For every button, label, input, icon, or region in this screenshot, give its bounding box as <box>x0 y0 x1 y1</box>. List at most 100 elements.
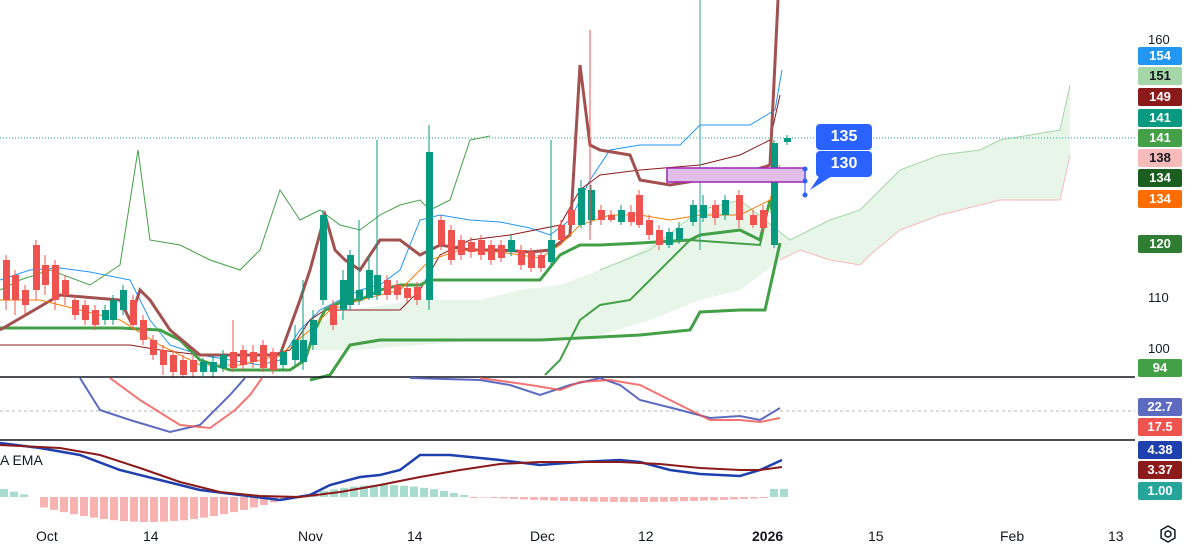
price-badge: 151 <box>1138 67 1182 85</box>
macd-bar <box>380 485 388 497</box>
chart-area[interactable]: 135 130 A EMA Oct 14 Nov 14 Dec 12 2026 … <box>0 0 1135 556</box>
candle-body <box>771 143 778 245</box>
macd-bar <box>530 497 538 500</box>
macd-bar <box>390 485 398 497</box>
candle-body <box>190 360 197 372</box>
candle-body <box>404 288 411 298</box>
macd-bar <box>40 497 48 508</box>
macd-bar <box>660 497 668 502</box>
callout-price-lower[interactable]: 130 <box>816 151 872 177</box>
candle-body <box>300 340 307 362</box>
candle-body <box>210 362 217 372</box>
candle-body <box>478 240 485 255</box>
time-label: Feb <box>1000 528 1025 544</box>
candle-body <box>347 255 354 305</box>
candle-body <box>548 240 555 262</box>
price-badge: 134 <box>1138 169 1182 187</box>
time-label: 13 <box>1108 528 1124 544</box>
senkou-b-line <box>779 154 1071 266</box>
macd-bar <box>620 497 628 502</box>
macd-bar <box>200 497 208 518</box>
candle-body <box>292 340 299 360</box>
candle-body <box>82 305 89 320</box>
macd-bar <box>420 487 428 497</box>
macd-bar <box>170 497 178 522</box>
settings-gear-icon[interactable] <box>1158 524 1178 544</box>
candle-body <box>230 352 237 368</box>
candle-body <box>160 350 167 365</box>
macd-bar <box>770 489 778 497</box>
candle-body <box>722 200 729 215</box>
candle-body <box>330 305 337 325</box>
candle-body <box>426 152 433 300</box>
candle-body <box>568 210 575 225</box>
macd-bar <box>250 497 258 508</box>
price-badge: 3.37 <box>1138 461 1182 479</box>
range-handle <box>802 192 808 198</box>
oscillator-line-red <box>479 377 781 424</box>
candle-body <box>700 205 707 218</box>
candle-body <box>448 230 455 260</box>
macd-bar <box>440 491 448 497</box>
macd-pane-label: A EMA <box>0 452 43 468</box>
macd-bar <box>60 497 68 513</box>
price-badge: 154 <box>1138 47 1182 65</box>
macd-bar <box>210 497 218 517</box>
macd-bar <box>570 497 578 502</box>
candle-body <box>538 255 545 268</box>
macd-bar <box>640 497 648 502</box>
macd-bar <box>80 497 88 517</box>
time-label: 14 <box>143 528 159 544</box>
price-badge: 138 <box>1138 149 1182 167</box>
candle-body <box>468 242 475 252</box>
price-tick: 160 <box>1148 32 1170 47</box>
price-chart[interactable] <box>0 0 1135 556</box>
price-badge: 141 <box>1138 109 1182 127</box>
macd-bar <box>130 497 138 522</box>
candle-body <box>414 287 421 300</box>
macd-bar <box>430 489 438 497</box>
candle-body <box>320 215 327 300</box>
time-label: 14 <box>407 528 423 544</box>
price-tick: 100 <box>1148 341 1170 356</box>
macd-bar <box>780 489 788 497</box>
candle-body <box>22 290 29 305</box>
oscillator-line-blue <box>79 377 246 434</box>
price-badge: 22.7 <box>1138 398 1182 416</box>
candle-body <box>356 290 363 300</box>
macd-bar <box>480 497 488 498</box>
macd-bar <box>410 486 418 497</box>
candle-body <box>712 205 719 218</box>
macd-bar <box>500 497 508 499</box>
macd-bar <box>600 497 608 502</box>
macd-bar <box>110 497 118 521</box>
macd-bar <box>470 497 478 498</box>
time-label: Dec <box>530 528 555 544</box>
candle-body <box>438 220 445 245</box>
macd-bar <box>760 497 768 499</box>
candle-body <box>170 355 177 372</box>
macd-bar <box>560 497 568 501</box>
macd-bar <box>140 497 148 522</box>
candle-body <box>588 190 595 220</box>
macd-bar <box>700 497 708 501</box>
macd-bar <box>580 497 588 502</box>
candle-body <box>736 195 743 220</box>
price-badge: 4.38 <box>1138 441 1182 459</box>
candle-body <box>656 230 663 245</box>
macd-bar <box>190 497 198 520</box>
candle-body <box>200 362 207 372</box>
candle-body <box>598 210 605 220</box>
candle-body <box>488 245 495 260</box>
macd-bar <box>160 497 168 522</box>
candle-body <box>518 250 525 265</box>
callout-price-upper[interactable]: 135 <box>816 124 872 150</box>
price-badge: 94 <box>1138 359 1182 377</box>
candle-body <box>760 210 767 228</box>
candle-body <box>72 300 79 315</box>
macd-bar <box>540 497 548 501</box>
macd-bar <box>510 497 518 499</box>
candle-body <box>220 355 227 368</box>
candle-body <box>260 345 267 368</box>
macd-bar <box>0 489 8 497</box>
